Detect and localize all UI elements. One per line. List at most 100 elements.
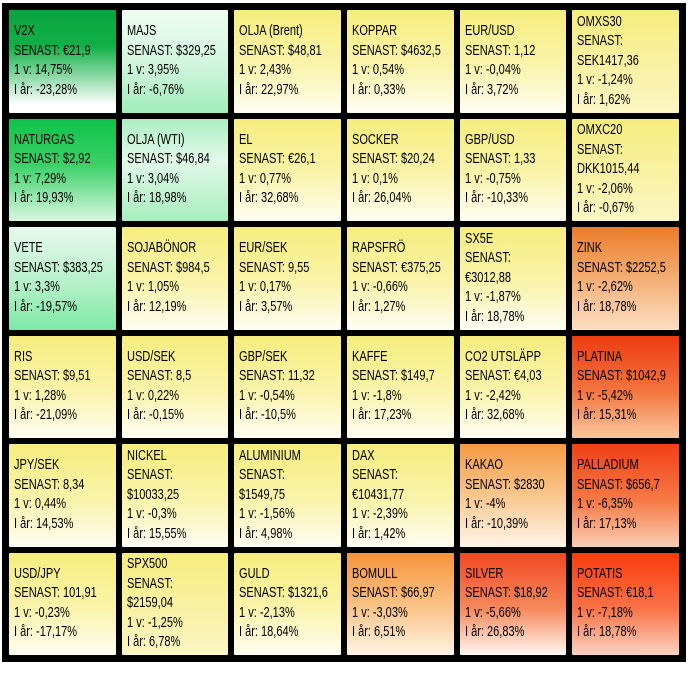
instrument-name: SILVER	[464, 565, 504, 582]
senast-line: SENAST: $48,81	[239, 42, 323, 59]
instrument-name: KAKAO	[464, 457, 503, 474]
week-line: 1 v: 0,17%	[239, 279, 292, 296]
heatmap-cell: OLJA (Brent) SENAST: $48,81 1 v: 2,43% I år…	[234, 10, 341, 113]
week-line: 1 v: -1,8%	[351, 387, 402, 404]
year-line: I år: 17,13%	[577, 515, 637, 532]
instrument-name: CO2 UTSLÄPP	[464, 348, 541, 365]
instrument-name: DAX	[351, 447, 375, 464]
senast-line: SENAST: $18,92	[464, 585, 548, 602]
heatmap-cell: EL SENAST: €26,1 1 v: 0,77% I år: 32,68%	[234, 118, 341, 221]
week-line: 1 v: 14,75%	[14, 62, 73, 79]
instrument-name: KOPPAR	[351, 23, 398, 40]
instrument-name: PALLADIUM	[577, 457, 639, 474]
year-line: I år: 1,27%	[351, 298, 406, 315]
heatmap-cell: VETE SENAST: $383,25 1 v: 3,3% I år: -19,57…	[9, 227, 116, 330]
heatmap-cell: RIS SENAST: $9,51 1 v: 1,28% I år: -21,09%	[9, 335, 116, 438]
instrument-name: SPX500	[126, 556, 168, 572]
instrument-name: SX5E	[464, 230, 493, 247]
instrument-name: OLJA (WTI)	[126, 131, 185, 148]
week-line: 1 v: -6,35%	[577, 496, 634, 513]
instrument-name: PLATINA	[577, 348, 623, 365]
year-line: I år: -23,28%	[14, 81, 78, 98]
senast-label: SENAST:	[239, 467, 286, 483]
year-line: I år: 26,83%	[464, 624, 525, 641]
week-line: 1 v: 3,3%	[14, 279, 60, 296]
year-line: I år: 15,31%	[577, 407, 637, 424]
senast-line: SENAST: €26,1	[239, 151, 316, 168]
instrument-name: GBP/SEK	[239, 348, 288, 365]
instrument-name: BOMULL	[351, 565, 398, 582]
heatmap-cell: MAJS SENAST: $329,25 1 v: 3,95% I år: -6,76…	[121, 10, 229, 113]
instrument-name: SOJABÖNOR	[126, 240, 196, 257]
senast-value: $2159,04	[126, 595, 173, 611]
heatmap-cell: POTATIS SENAST: €18,1 1 v: -7,18% I år: 18,…	[572, 552, 679, 655]
year-line: I år: 15,55%	[126, 525, 187, 542]
instrument-name: JPY/SEK	[14, 457, 60, 474]
senast-line: SENAST: €4,03	[464, 368, 542, 385]
senast-label: SENAST:	[577, 141, 624, 158]
senast-line: SENAST: $2,92	[14, 151, 91, 168]
year-line: I år: -0,67%	[577, 200, 635, 216]
year-line: I år: 32,68%	[464, 407, 525, 424]
heatmap-cell: PALLADIUM SENAST: $656,7 1 v: -6,35% I år: …	[572, 444, 679, 547]
heatmap-cell: BOMULL SENAST: $66,97 1 v: -3,03% I år: 6,5…	[346, 552, 454, 655]
heatmap-cell: NATURGAS SENAST: $2,92 1 v: 7,29% I år: 19,…	[9, 118, 116, 221]
year-line: I år: 19,93%	[14, 190, 74, 207]
heatmap-cell: USD/SEK SENAST: 8,5 1 v: 0,22% I år: -0,15%	[121, 335, 229, 438]
heatmap-cell: KAFFE SENAST: $149,7 1 v: -1,8% I år: 17,23…	[346, 335, 454, 438]
senast-label: SENAST:	[464, 250, 511, 266]
week-line: 1 v: -0,3%	[126, 506, 177, 522]
instrument-name: EUR/USD	[464, 23, 515, 40]
heatmap-cell: OMXC20 SENAST: DKK1015,44 1 v: -2,06% I år: …	[572, 118, 679, 221]
week-line: 1 v: -5,42%	[577, 387, 634, 404]
week-line: 1 v: 0,54%	[351, 62, 405, 79]
year-line: I år: 14,53%	[14, 515, 74, 532]
week-line: 1 v: -0,04%	[464, 62, 521, 79]
senast-line: SENAST: €18,1	[577, 585, 654, 602]
senast-label: SENAST:	[577, 33, 624, 49]
year-line: I år: -17,17%	[14, 624, 78, 641]
year-line: I år: 1,62%	[577, 91, 631, 108]
senast-line: SENAST: 11,32	[239, 368, 316, 385]
year-line: I år: -21,09%	[14, 407, 78, 424]
heatmap-cell: SPX500 SENAST: $2159,04 1 v: -1,25% I år: 6,…	[121, 552, 229, 655]
week-line: 1 v: 3,04%	[126, 170, 179, 187]
instrument-name: MAJS	[126, 23, 157, 40]
senast-line: SENAST: $149,7	[351, 368, 435, 385]
senast-value: €3012,88	[464, 269, 511, 286]
senast-value: DKK1015,44	[577, 161, 640, 177]
year-line: I år: 26,04%	[351, 190, 412, 207]
week-line: 1 v: -4%	[464, 496, 506, 513]
senast-line: SENAST: 8,34	[14, 476, 85, 493]
week-line: 1 v: -1,87%	[464, 289, 521, 305]
senast-label: SENAST:	[351, 467, 398, 483]
senast-value: SEK1417,36	[577, 52, 640, 69]
heatmap-cell: EUR/USD SENAST: 1,12 1 v: -0,04% I år: 3,72…	[459, 10, 567, 113]
week-line: 1 v: -0,54%	[239, 387, 296, 404]
week-line: 1 v: -2,62%	[577, 279, 634, 296]
week-line: 1 v: 0,1%	[351, 170, 398, 187]
senast-line: SENAST: 1,33	[464, 151, 536, 168]
heatmap-cell: OMXS30 SENAST: SEK1417,36 1 v: -1,24% I år: …	[572, 10, 679, 113]
year-line: I år: 22,97%	[239, 81, 299, 98]
year-line: I år: 4,98%	[239, 525, 293, 542]
senast-value: $1549,75	[239, 486, 286, 503]
heatmap-cell: SOJABÖNOR SENAST: $984,5 1 v: 1,05% I år: 1…	[121, 227, 229, 330]
heatmap-grid: V2X SENAST: €21,9 1 v: 14,75% I år: -23,28%…	[2, 3, 686, 662]
heatmap-cell: NICKEL SENAST: $10033,25 1 v: -0,3% I år: 15…	[121, 444, 229, 547]
instrument-name: OMXC20	[577, 122, 623, 138]
heatmap-cell: ALUMINIUM SENAST: $1549,75 1 v: -1,56% I år:…	[234, 444, 341, 547]
year-line: I år: -19,57%	[14, 298, 78, 315]
senast-line: SENAST: 8,5	[126, 368, 191, 385]
week-line: 1 v: -2,39%	[351, 506, 408, 522]
instrument-name: V2X	[14, 23, 35, 40]
year-line: I år: 0,33%	[351, 81, 406, 98]
year-line: I år: -10,39%	[464, 515, 528, 532]
senast-label: SENAST:	[126, 467, 173, 483]
instrument-name: OLJA (Brent)	[239, 23, 304, 40]
week-line: 1 v: -2,13%	[239, 604, 296, 621]
senast-line: SENAST: $2830	[464, 476, 545, 493]
year-line: I år: -10,33%	[464, 190, 528, 207]
senast-line: SENAST: $9,51	[14, 368, 91, 385]
instrument-name: VETE	[14, 240, 43, 257]
